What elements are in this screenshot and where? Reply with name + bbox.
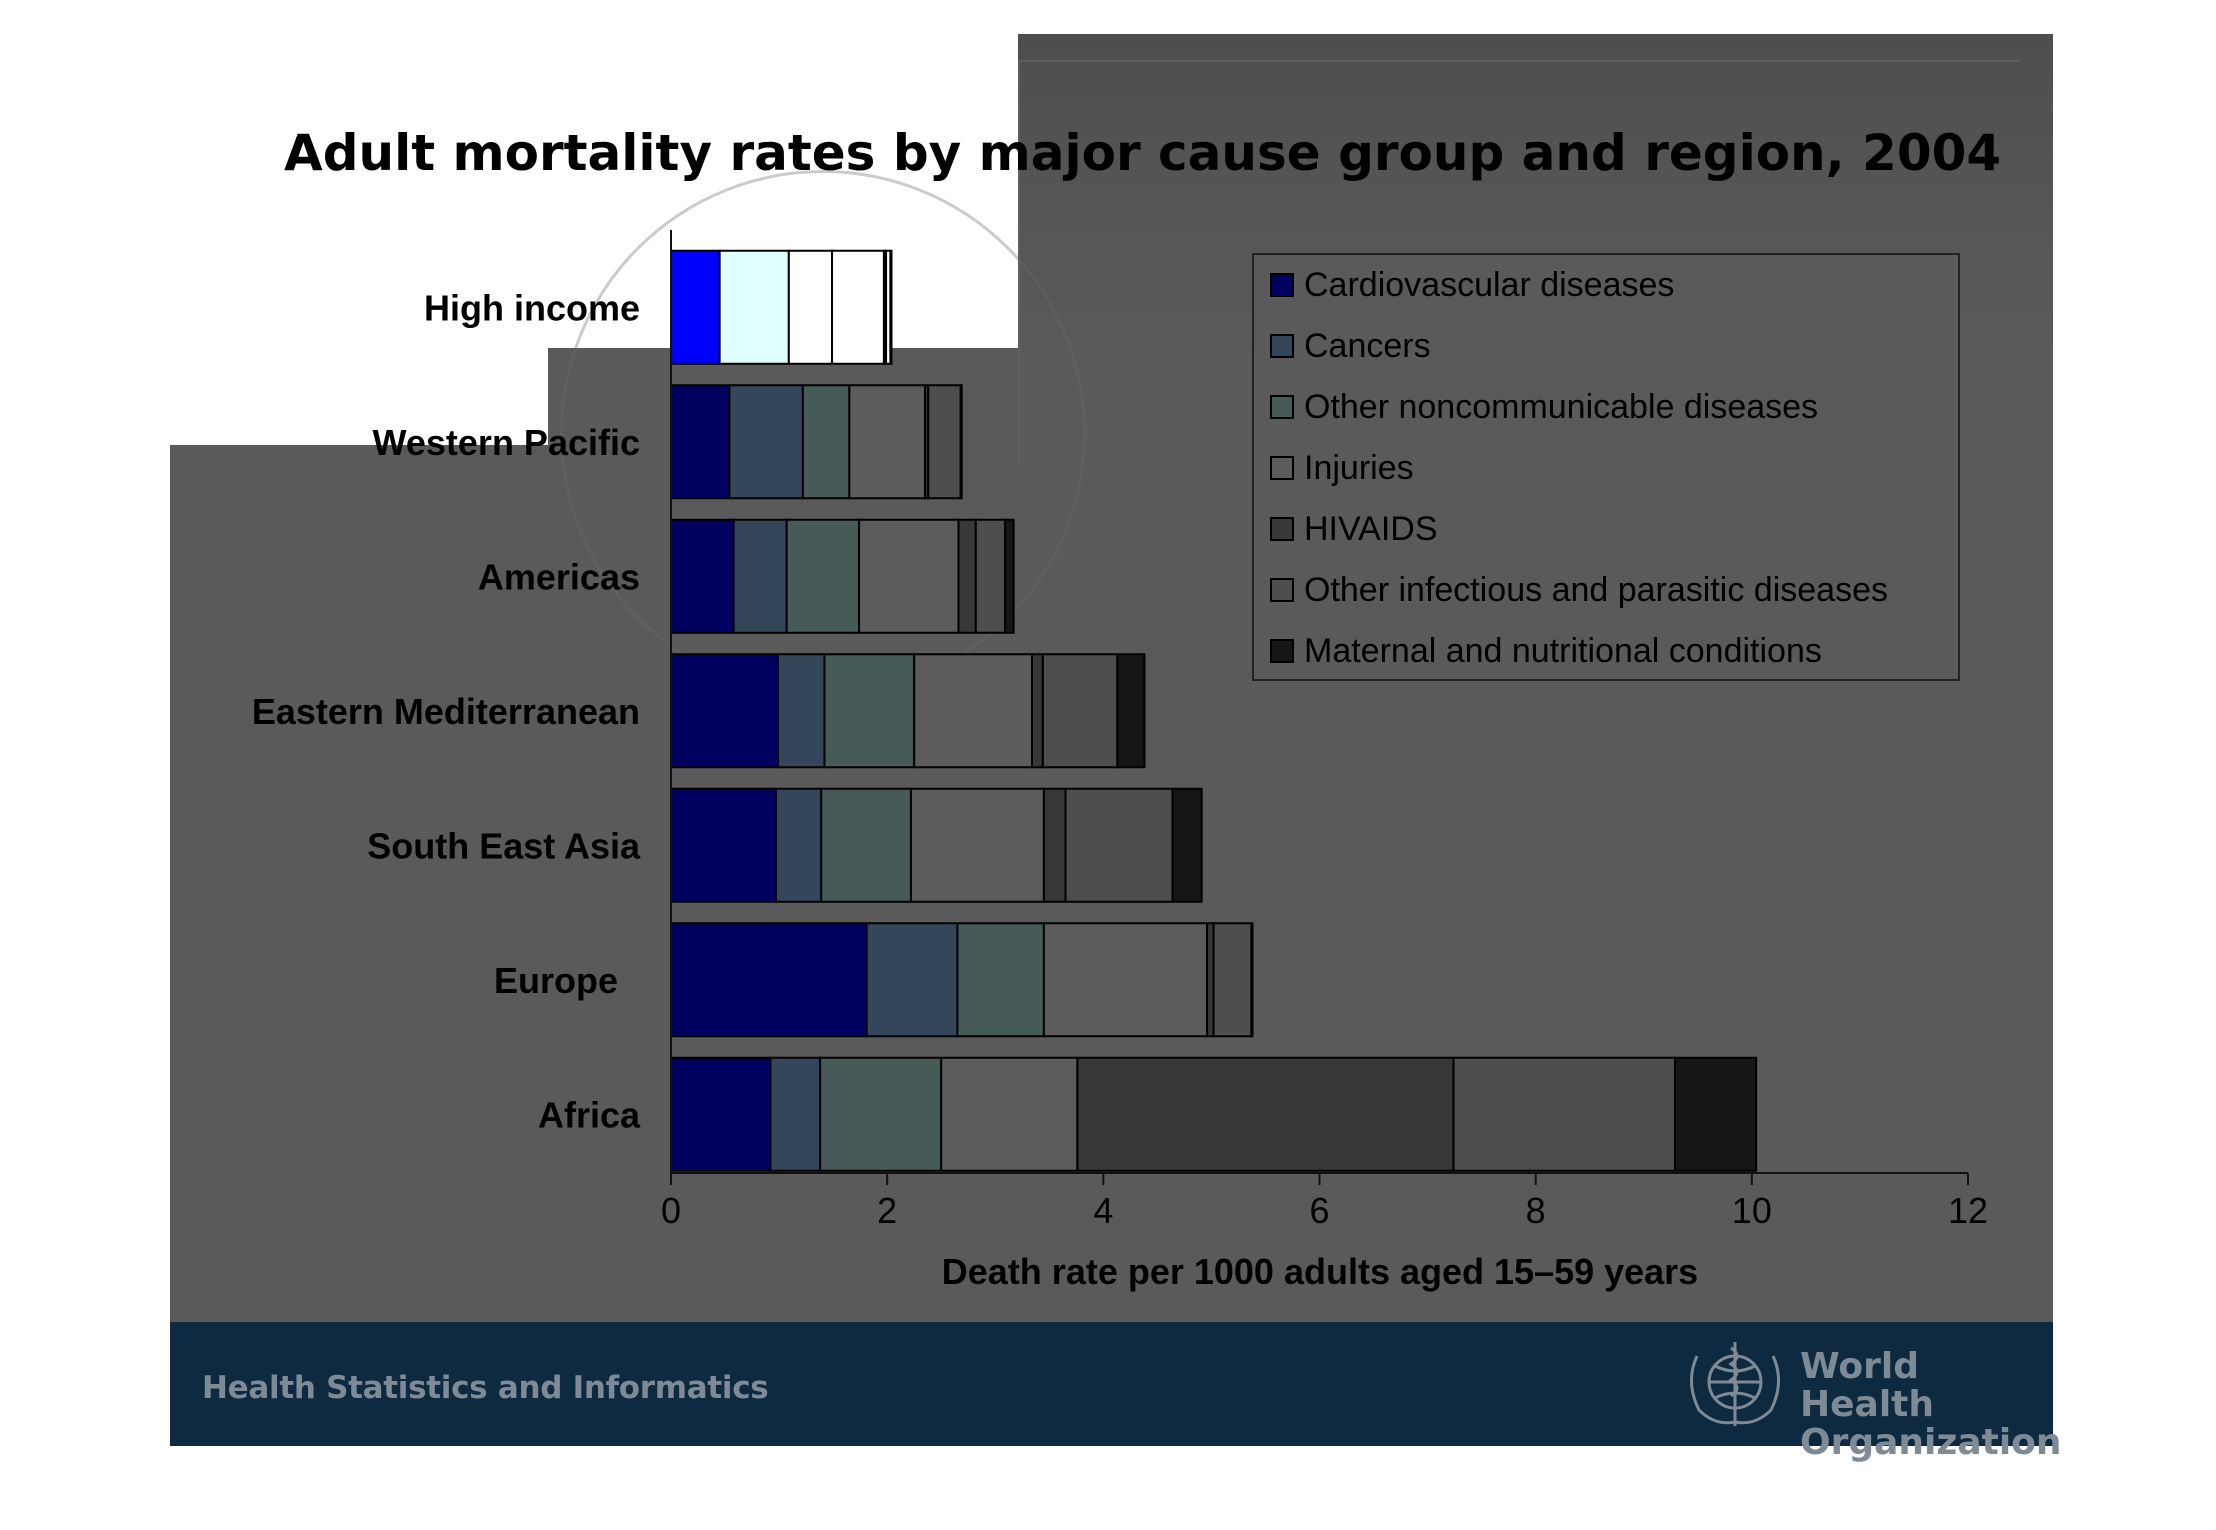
who-wordmark-line1: World Health <box>1800 1346 1935 1425</box>
bar-segment <box>940 1056 1079 1172</box>
bar-segment <box>927 384 962 500</box>
bar-segment <box>956 922 1045 1038</box>
bar-segment <box>769 1056 822 1172</box>
category-label: Eastern Mediterranean <box>252 691 640 732</box>
category-label: High income <box>424 287 640 328</box>
x-tick-label: 2 <box>877 1190 897 1231</box>
legend-entry: Other noncommunicable diseases <box>1304 388 1818 426</box>
bar-segment <box>1171 787 1203 903</box>
bar-segment <box>670 1056 772 1172</box>
bar-segment <box>777 653 826 769</box>
chart-title: Adult mortality rates by major cause gro… <box>284 124 2001 182</box>
bar-segment <box>819 1056 943 1172</box>
bar-segment <box>1003 518 1015 634</box>
bar-segment <box>785 518 861 634</box>
plot-area: High income Western Pacific Americas Easter… <box>252 249 1758 1172</box>
bar-segment <box>889 249 893 365</box>
legend-swatch <box>1270 639 1294 663</box>
x-tick-label: 4 <box>1093 1190 1113 1231</box>
bar-segment <box>909 787 1045 903</box>
bar-segment <box>1042 787 1067 903</box>
who-wordmark: World Health Organization <box>1800 1348 2062 1462</box>
bar-segment <box>913 653 1033 769</box>
bar-segment <box>974 518 1006 634</box>
category-label: South East Asia <box>367 825 641 866</box>
bar-segment <box>670 922 868 1038</box>
legend-swatch <box>1270 578 1294 602</box>
legend: Cardiovascular diseases Cancers Other nonc… <box>1252 253 1960 681</box>
category-label: Americas <box>478 556 640 597</box>
bar-segment <box>831 249 885 365</box>
legend-swatch <box>1270 517 1294 541</box>
bar-segment <box>1212 922 1253 1038</box>
legend-entry: HIVAIDS <box>1304 510 1438 548</box>
legend-entry: Other infectious and parasitic diseases <box>1304 571 1888 609</box>
bar-segment <box>1674 1056 1758 1172</box>
bar-segment <box>865 922 959 1038</box>
legend-entry: Cardiovascular diseases <box>1304 266 1674 304</box>
bar-segment <box>1042 922 1209 1038</box>
who-wordmark-line2: Organization <box>1800 1422 2062 1463</box>
footer-text: Health Statistics and Informatics <box>202 1370 769 1406</box>
bar-segment <box>858 518 960 634</box>
bar-segment <box>1076 1056 1455 1172</box>
bar-segment <box>959 384 963 500</box>
bar-segment <box>774 787 823 903</box>
bar-segment <box>820 787 912 903</box>
x-tick-label: 8 <box>1526 1190 1546 1231</box>
x-axis: 0 2 4 6 8 10 12 <box>661 230 1988 1231</box>
legend-entry: Cancers <box>1304 327 1431 365</box>
bar-segment <box>670 787 777 903</box>
x-tick-label: 0 <box>661 1190 681 1231</box>
legend-swatch <box>1270 456 1294 480</box>
category-label: Africa <box>538 1094 641 1135</box>
bar-segment <box>728 384 804 500</box>
bar-segment <box>670 518 735 634</box>
legend-swatch <box>1270 334 1294 358</box>
bar-segment <box>670 384 731 500</box>
bar-segment <box>1250 922 1254 1038</box>
who-emblem-icon <box>1690 1342 1780 1426</box>
x-tick-label: 10 <box>1732 1190 1772 1231</box>
category-label: Western Pacific <box>373 422 640 463</box>
bar-segment <box>823 653 916 769</box>
legend-entry: Injuries <box>1304 449 1414 487</box>
bar-segment <box>848 384 926 500</box>
bar-segment <box>787 249 834 365</box>
bar-segment <box>1064 787 1174 903</box>
bar-segment <box>801 384 851 500</box>
x-axis-label: Death rate per 1000 adults aged 15–59 ye… <box>942 1251 1698 1292</box>
footer-band: Health Statistics and Informatics World … <box>170 1322 2062 1462</box>
bar-segment <box>718 249 790 365</box>
legend-swatch <box>1270 273 1294 297</box>
x-tick-label: 12 <box>1948 1190 1988 1231</box>
bar-segment <box>1116 653 1146 769</box>
category-label: Europe <box>494 960 618 1001</box>
bar-segment <box>1030 653 1044 769</box>
bar-segment <box>670 653 780 769</box>
bar-segment <box>1452 1056 1677 1172</box>
bar-segment <box>1041 653 1119 769</box>
x-tick-label: 6 <box>1309 1190 1329 1231</box>
bar-segment <box>670 249 721 365</box>
legend-entry: Maternal and nutritional conditions <box>1304 632 1822 670</box>
legend-swatch <box>1270 395 1294 419</box>
bar-segment <box>957 518 977 634</box>
bar-segment <box>732 518 788 634</box>
legend-box <box>1252 253 1960 681</box>
